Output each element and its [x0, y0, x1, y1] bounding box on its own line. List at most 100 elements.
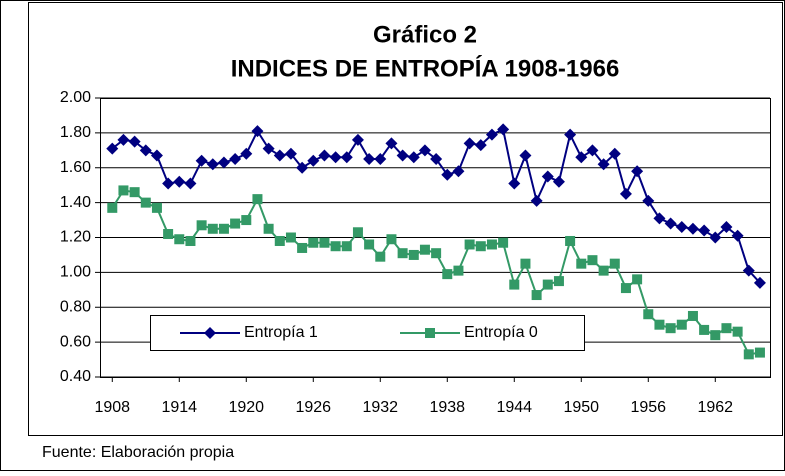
marker — [620, 283, 631, 294]
x-tick-label: 1920 — [228, 399, 264, 416]
source-note: Fuente: Elaboración propia — [42, 444, 234, 461]
marker — [508, 177, 521, 190]
marker — [609, 258, 620, 269]
marker — [598, 265, 609, 276]
marker — [396, 149, 409, 162]
marker — [552, 175, 565, 188]
marker — [241, 215, 252, 226]
marker — [118, 185, 129, 196]
marker — [296, 161, 309, 174]
marker — [206, 158, 219, 171]
marker — [754, 347, 765, 358]
marker — [230, 218, 241, 229]
y-tick-label: 1.20 — [60, 229, 91, 246]
marker — [530, 194, 543, 207]
marker — [184, 177, 197, 190]
marker — [284, 147, 297, 160]
marker — [308, 237, 319, 248]
marker — [117, 133, 130, 146]
marker — [664, 217, 677, 230]
marker — [753, 276, 766, 289]
marker — [441, 168, 454, 181]
y-tick-label: 1.80 — [60, 124, 91, 141]
marker — [452, 165, 465, 178]
marker — [319, 237, 330, 248]
chart-subtitle: INDICES DE ENTROPÍA 1908-1966 — [231, 54, 620, 82]
marker — [128, 135, 141, 148]
marker — [732, 326, 743, 337]
marker — [675, 221, 688, 234]
marker — [565, 235, 576, 246]
marker — [631, 165, 644, 178]
legend: Entropía 1 Entropía 0 — [150, 315, 585, 351]
marker — [374, 153, 387, 166]
marker — [486, 239, 497, 250]
legend-marker — [425, 328, 435, 338]
y-tick-label: 1.00 — [60, 264, 91, 281]
marker — [474, 139, 487, 152]
marker — [542, 279, 553, 290]
marker — [687, 310, 698, 321]
marker — [162, 177, 175, 190]
x-tick-label: 1956 — [630, 399, 666, 416]
marker — [386, 234, 397, 245]
marker — [721, 323, 732, 334]
legend-label: Entropía 1 — [244, 324, 318, 341]
marker — [150, 149, 163, 162]
marker — [509, 279, 520, 290]
marker — [564, 128, 577, 141]
marker — [140, 197, 151, 208]
marker — [519, 149, 532, 162]
x-tick-label: 1938 — [429, 399, 465, 416]
marker — [743, 349, 754, 360]
marker — [385, 137, 398, 150]
marker — [720, 221, 733, 234]
marker — [709, 231, 722, 244]
marker — [475, 241, 486, 252]
marker — [273, 149, 286, 162]
marker — [274, 235, 285, 246]
y-tick-label: 0.60 — [60, 333, 91, 350]
marker — [139, 144, 152, 157]
marker — [352, 227, 363, 238]
marker — [107, 202, 118, 213]
legend-marker — [204, 327, 216, 339]
x-tick-label: 1950 — [563, 399, 599, 416]
marker — [698, 224, 711, 237]
marker — [173, 175, 186, 188]
marker — [453, 265, 464, 276]
marker — [463, 137, 476, 150]
marker — [340, 151, 353, 164]
marker — [174, 234, 185, 245]
marker — [207, 223, 218, 234]
marker — [665, 323, 676, 334]
marker — [397, 248, 408, 259]
marker — [608, 147, 621, 160]
marker — [464, 239, 475, 250]
marker — [587, 255, 598, 266]
marker — [408, 249, 419, 260]
marker — [498, 237, 509, 248]
marker — [351, 133, 364, 146]
marker — [497, 123, 510, 136]
x-tick-label: 1908 — [94, 399, 130, 416]
marker — [742, 264, 755, 277]
marker — [262, 142, 275, 155]
marker — [285, 232, 296, 243]
marker — [531, 290, 542, 301]
legend-label: Entropía 0 — [464, 324, 538, 341]
marker — [129, 187, 140, 198]
marker — [196, 220, 207, 231]
marker — [252, 194, 263, 205]
marker — [229, 153, 242, 166]
marker — [642, 194, 655, 207]
marker — [375, 251, 386, 262]
marker — [541, 170, 554, 183]
y-tick-label: 0.80 — [60, 298, 91, 315]
marker — [263, 223, 274, 234]
x-tick-label: 1944 — [496, 399, 532, 416]
marker — [575, 151, 588, 164]
marker — [195, 154, 208, 167]
marker — [654, 319, 665, 330]
